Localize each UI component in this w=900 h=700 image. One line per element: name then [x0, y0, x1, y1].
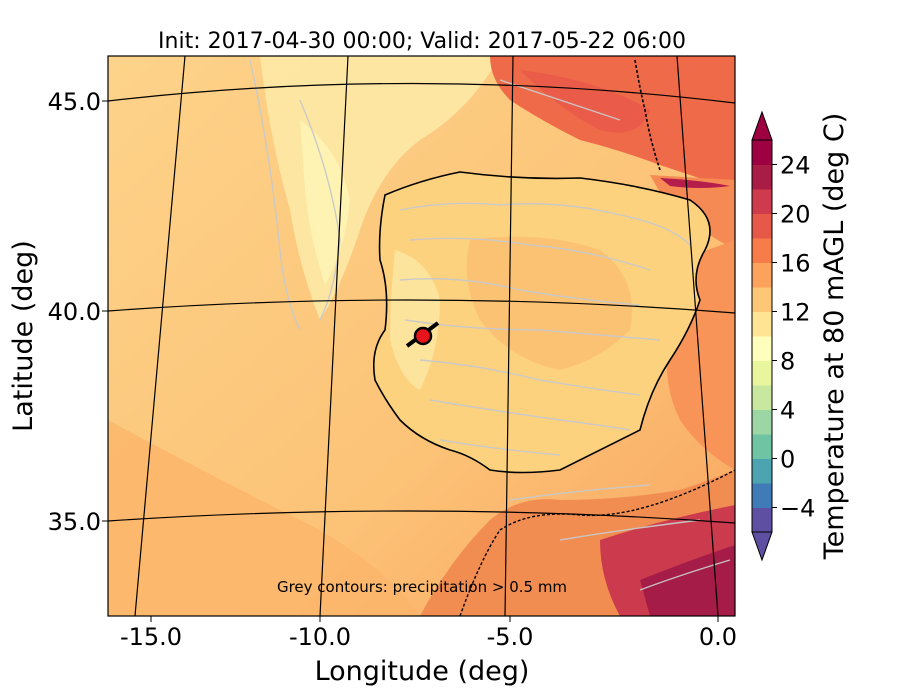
- y-tick-label: 40.0: [48, 298, 101, 326]
- x-tick-label: 0.0: [699, 623, 737, 651]
- parallel-35: [108, 510, 735, 524]
- hot-patch-ne: [660, 178, 730, 188]
- colorbar-segment: [752, 189, 772, 214]
- precipitation-annotation: Grey contours: precipitation > 0.5 mm: [277, 578, 567, 596]
- colorbar: 24 20 16 12 8 4 0 −4: [751, 110, 815, 562]
- parallel-45: [108, 82, 735, 104]
- colorbar-tick-label: 20: [780, 201, 811, 229]
- colorbar-segment: [752, 336, 772, 361]
- colorbar-tick-label: 0: [780, 446, 795, 474]
- precipitation-contours: [249, 59, 731, 591]
- colorbar-segment: [752, 360, 772, 386]
- parallel-40: [108, 299, 735, 314]
- x-tick-label: -15.0: [120, 623, 182, 651]
- warm-sea-region: [108, 420, 420, 616]
- colorbar-segment: [752, 507, 772, 533]
- meridian-5: [504, 56, 514, 616]
- colorbar-segment: [752, 213, 772, 239]
- iberia-warm-interior: [466, 236, 632, 370]
- iberia-cool-west: [390, 250, 440, 390]
- y-tick-label: 45.0: [48, 88, 101, 116]
- colorbar-label: Temperature at 80 mAGL (deg C): [819, 113, 850, 561]
- colorbar-frame: [751, 139, 773, 533]
- colorbar-segment: [752, 385, 772, 410]
- x-tick-label: -5.0: [487, 623, 534, 651]
- colorbar-segment: [752, 238, 772, 263]
- colorbar-segment: [752, 287, 772, 312]
- colorbar-max-extension: [751, 110, 773, 141]
- colorbar-segment: [752, 483, 772, 508]
- meridian-15: [134, 56, 186, 616]
- africa-coastline: [459, 469, 735, 616]
- x-axis-label: Longitude (deg): [315, 656, 530, 687]
- colorbar-tick-label: 12: [780, 299, 811, 327]
- cool-atlantic-core: [300, 120, 350, 285]
- x-tick-label: -10.0: [289, 623, 351, 651]
- colorbar-segment: [752, 164, 772, 190]
- colorbar-segment: [752, 262, 772, 288]
- x-ticks: -15.0 -10.0 -5.0 0.0: [120, 616, 737, 651]
- colorbar-tick-label: 24: [780, 152, 811, 180]
- map-title: Init: 2017-04-30 00:00; Valid: 2017-05-2…: [158, 29, 686, 54]
- colorbar-segment: [752, 311, 772, 337]
- colorbar-segment: [752, 140, 772, 165]
- y-axis-label: Latitude (deg): [8, 240, 39, 432]
- graticule: [108, 56, 735, 616]
- colorbar-tick-label: 8: [780, 348, 795, 376]
- colorbar-segment: [752, 409, 772, 435]
- site-marker: [405, 321, 440, 348]
- france-hot: [520, 70, 650, 133]
- north-africa-hottest: [640, 545, 735, 616]
- colorbar-tick-label: −4: [780, 495, 815, 523]
- colorbar-tick-label: 4: [780, 397, 795, 425]
- colorbar-tick-label: 16: [780, 250, 811, 278]
- y-ticks: 45.0 40.0 35.0: [48, 88, 108, 536]
- meridian-10: [319, 56, 349, 616]
- colorbar-segment: [752, 458, 772, 484]
- map-area: Grey contours: precipitation > 0.5 mm: [108, 56, 735, 616]
- france-coastline: [634, 59, 661, 171]
- map-frame: [107, 55, 736, 617]
- y-tick-label: 35.0: [48, 508, 101, 536]
- colorbar-segment: [752, 434, 772, 459]
- meridian-0: [676, 56, 719, 616]
- colorbar-min-extension: [751, 531, 773, 562]
